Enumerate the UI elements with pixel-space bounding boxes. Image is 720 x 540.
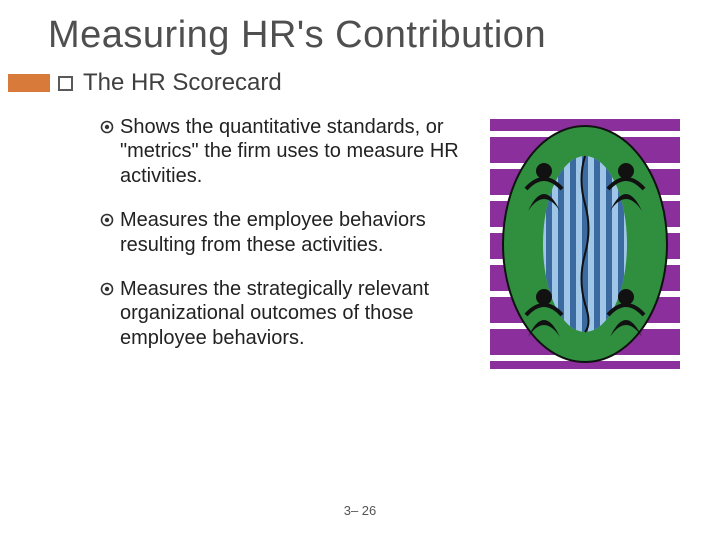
- accent-bar: [8, 74, 50, 92]
- hr-scorecard-graphic: [490, 119, 680, 369]
- slide-number: 3– 26: [0, 503, 720, 518]
- graphic-column: [470, 115, 670, 374]
- bullet-text: Measures the employee behaviors resultin…: [120, 208, 470, 257]
- bullets-column: Shows the quantitative standards, or "me…: [100, 115, 470, 374]
- slide-title: Measuring HR's Contribution: [0, 0, 720, 65]
- bullet-text: Measures the strategically relevant orga…: [120, 277, 470, 350]
- target-bullet-icon: [100, 282, 114, 296]
- content-area: Shows the quantitative standards, or "me…: [0, 97, 720, 374]
- subtitle-row: The HR Scorecard: [0, 69, 720, 97]
- subtitle-text: The HR Scorecard: [83, 69, 282, 97]
- square-bullet-icon: [58, 76, 73, 91]
- list-item: Measures the employee behaviors resultin…: [100, 208, 470, 257]
- bullet-text: Shows the quantitative standards, or "me…: [120, 115, 470, 188]
- target-bullet-icon: [100, 213, 114, 227]
- list-item: Shows the quantitative standards, or "me…: [100, 115, 470, 188]
- target-bullet-icon: [100, 120, 114, 134]
- list-item: Measures the strategically relevant orga…: [100, 277, 470, 350]
